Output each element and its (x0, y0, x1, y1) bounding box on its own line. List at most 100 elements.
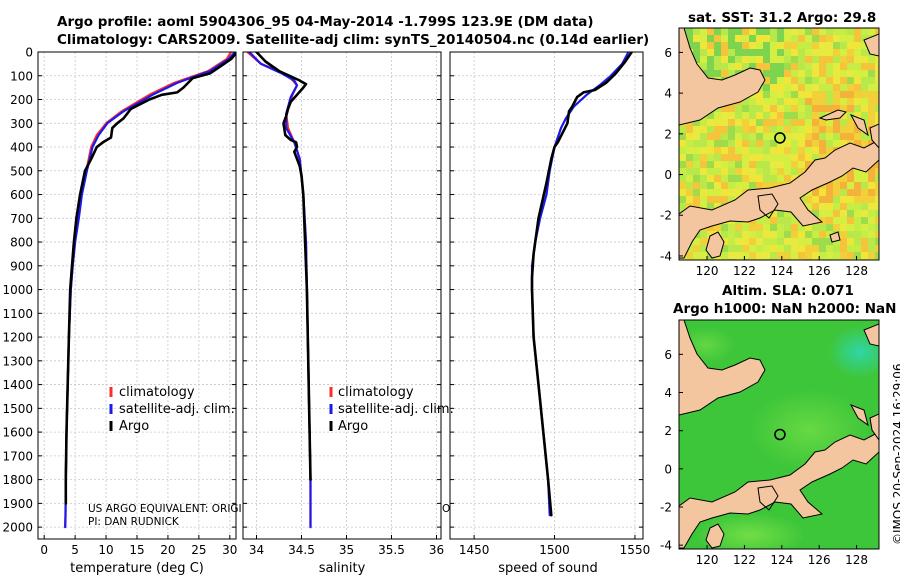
sst-map-title: sat. SST: 31.2 Argo: 29.8 (688, 10, 877, 26)
sst-tile (763, 35, 770, 42)
sst-tile (868, 70, 875, 77)
sst-tile (700, 175, 707, 182)
sst-tile (770, 147, 777, 154)
sst-tile (840, 203, 847, 210)
sst-tile (749, 112, 756, 119)
sst-tile (693, 245, 700, 252)
sst-tile (791, 217, 798, 224)
sst-tile (868, 119, 875, 126)
sst-tile (833, 119, 840, 126)
sst-tile (784, 84, 791, 91)
sst-tile (784, 231, 791, 238)
sst-tile (847, 28, 854, 35)
sst-tile (777, 224, 784, 231)
sst-tile (861, 105, 868, 112)
sst-tile (833, 77, 840, 84)
sst-tile (812, 147, 819, 154)
sst-tile (840, 70, 847, 77)
sst-tile (749, 168, 756, 175)
sst-tile (770, 105, 777, 112)
temperature-xtick-label: 30 (222, 543, 237, 557)
sst-tile (728, 63, 735, 70)
sst-tile (812, 98, 819, 105)
sst-tile (735, 175, 742, 182)
sst-tile (819, 70, 826, 77)
temperature-legend: climatology satellite-adj. clim. Argo (109, 385, 235, 434)
sst-tile (742, 245, 749, 252)
sst-tile (854, 63, 861, 70)
sst-tile (861, 133, 868, 140)
sst-tile (714, 126, 721, 133)
sst-tile (686, 189, 693, 196)
sla-map-ytick-label: 6 (664, 348, 672, 362)
sst-tile (861, 98, 868, 105)
sst-tile (847, 63, 854, 70)
sst-tile (728, 28, 735, 35)
sst-tile (784, 49, 791, 56)
sst-tile (854, 126, 861, 133)
sst-tile (721, 126, 728, 133)
sst-tile (826, 28, 833, 35)
sst-tile (791, 105, 798, 112)
sst-tile (819, 119, 826, 126)
sst-tile (861, 35, 868, 42)
sst-tile (763, 84, 770, 91)
sst-tile (819, 154, 826, 161)
sst-tile (777, 231, 784, 238)
sst-tile (854, 224, 861, 231)
sst-tile (777, 252, 784, 259)
sst-tile (819, 133, 826, 140)
sst-tile (812, 238, 819, 245)
sst-tile (777, 147, 784, 154)
sst-tile (819, 42, 826, 49)
sst-tile (777, 168, 784, 175)
sst-tile (819, 91, 826, 98)
sst-tile (756, 56, 763, 63)
sst-tile (805, 28, 812, 35)
sst-tile (798, 231, 805, 238)
sst-tile (875, 119, 879, 126)
sst-tile (749, 182, 756, 189)
sst-map-xtick-label: 128 (845, 264, 868, 278)
sst-tile (770, 56, 777, 63)
depth-tick-label: 1000 (2, 283, 33, 297)
sst-tile (756, 119, 763, 126)
sst-tile (749, 42, 756, 49)
sst-map-ytick-label: 4 (664, 87, 672, 101)
sla-map-xtick-label: 120 (696, 553, 719, 567)
sst-tile (875, 70, 879, 77)
sst-tile (854, 49, 861, 56)
sound-series (530, 52, 634, 517)
sst-tile (770, 28, 777, 35)
sst-tile (826, 70, 833, 77)
sst-tile (861, 196, 868, 203)
depth-tick-label: 1800 (2, 473, 33, 487)
salinity-series-argo (255, 52, 312, 481)
sst-tile (700, 35, 707, 42)
sst-tile (833, 238, 840, 245)
depth-tick-label: 700 (10, 212, 33, 226)
sst-tile (868, 56, 875, 63)
sst-tile (784, 140, 791, 147)
sst-tile (784, 56, 791, 63)
sst-tile (868, 210, 875, 217)
sst-tile (686, 245, 693, 252)
sst-tile (707, 49, 714, 56)
sst-tile (819, 112, 826, 119)
sla-map-xtick-label: 126 (808, 553, 831, 567)
salinity-xtick-label: 36 (429, 543, 444, 557)
sst-tile (868, 105, 875, 112)
sst-tile (693, 238, 700, 245)
sst-tile (693, 168, 700, 175)
sst-tile (728, 168, 735, 175)
sst-tile (784, 217, 791, 224)
sst-tile (875, 168, 879, 175)
sst-tile (784, 210, 791, 217)
sst-tile (805, 70, 812, 77)
sst-tile (805, 147, 812, 154)
sst-tile (868, 175, 875, 182)
sst-tile (693, 196, 700, 203)
sst-tile (798, 91, 805, 98)
sst-tile (714, 133, 721, 140)
sst-tile (693, 154, 700, 161)
